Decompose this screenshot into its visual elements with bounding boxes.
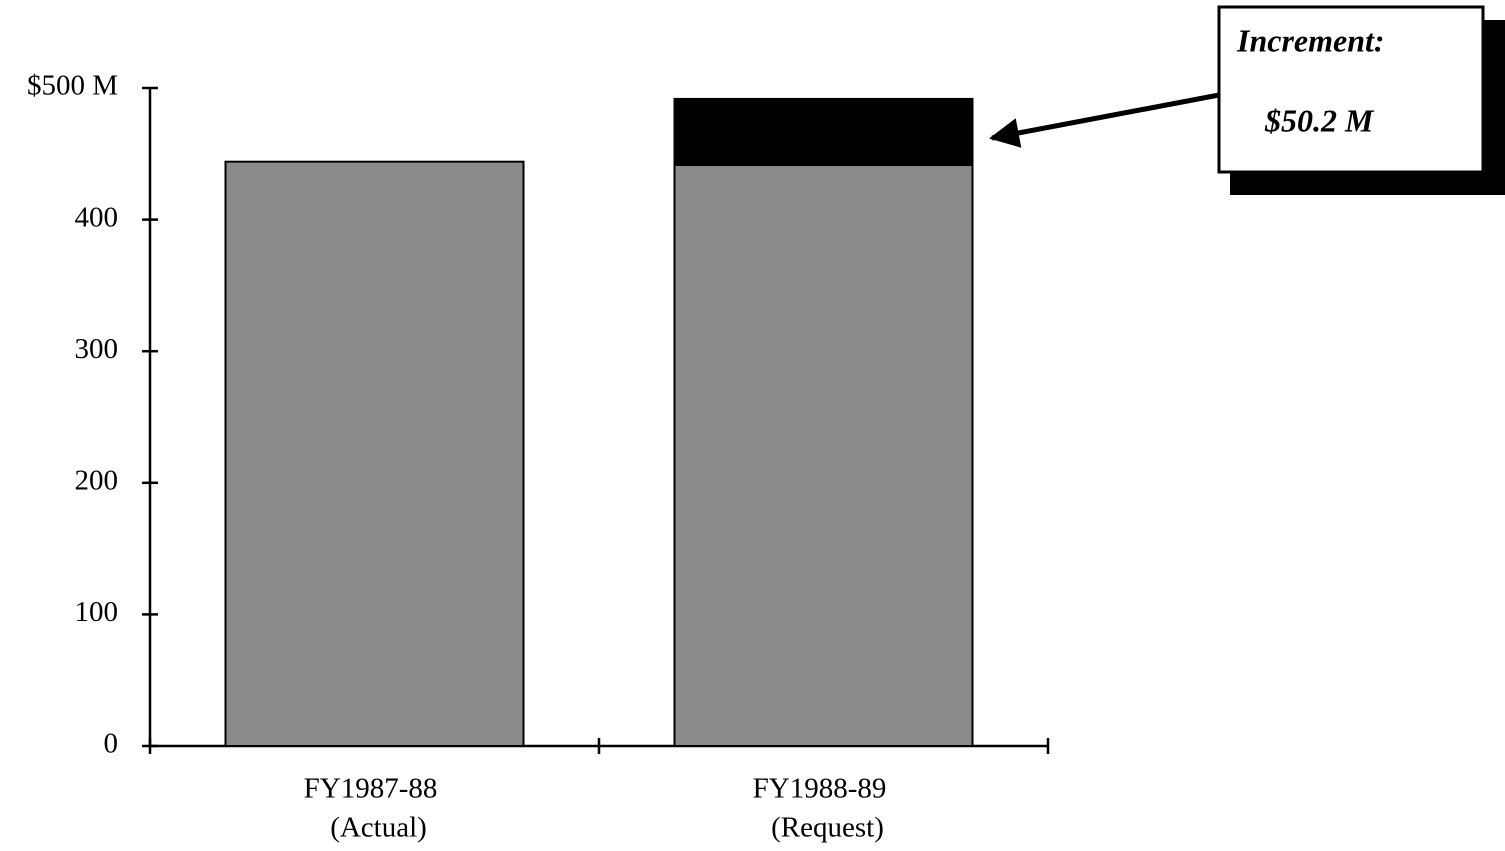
y-tick-label: 100 [75, 596, 119, 628]
y-tick-label: 300 [75, 333, 119, 365]
callout-value: $50.2 M [1264, 102, 1375, 138]
bar-segment [673, 163, 974, 747]
x-tick-label: FY1987-88 [304, 773, 438, 805]
callout-arrow [989, 92, 1220, 148]
callout-title: Increment: [1236, 22, 1385, 58]
y-tick-label: 0 [104, 728, 119, 760]
x-tick-sublabel: (Request) [771, 812, 884, 844]
y-tick-label: $500 M [27, 70, 118, 102]
bar-segment [673, 97, 974, 166]
y-tick-label: 400 [75, 201, 119, 233]
x-tick-label: FY1988-89 [753, 773, 887, 805]
x-tick-sublabel: (Actual) [330, 812, 427, 844]
callout-box [1217, 5, 1485, 174]
y-tick-label: 200 [75, 464, 119, 496]
bar-segment [224, 160, 525, 748]
